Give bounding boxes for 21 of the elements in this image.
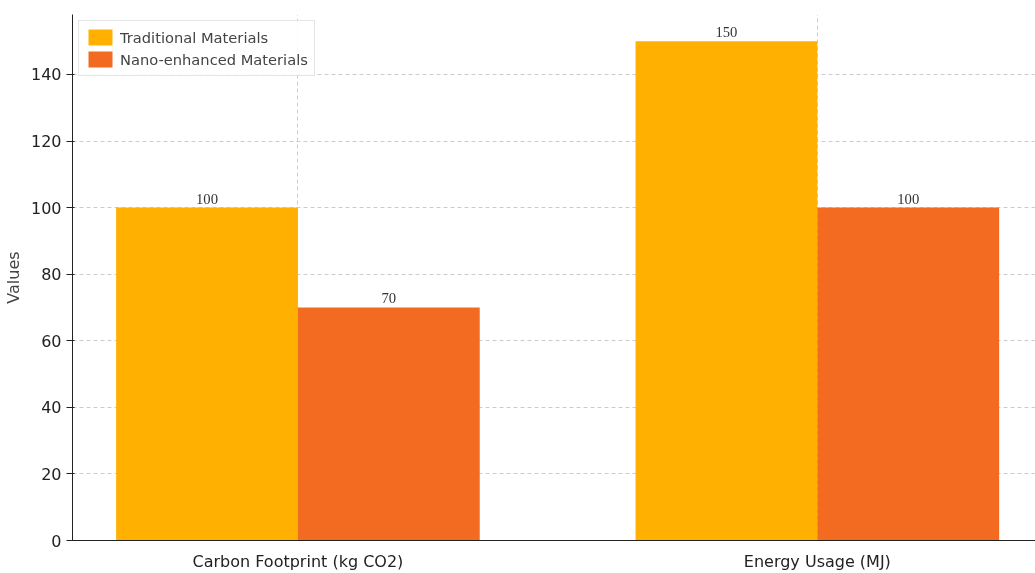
x-tick-label: Energy Usage (MJ) [743,551,891,571]
data-label: 150 [715,24,738,41]
data-label: 70 [381,290,397,307]
bar [635,41,818,541]
x-tick-label: Carbon Footprint (kg CO2) [192,551,404,571]
data-label: 100 [897,190,920,207]
bar [297,307,480,541]
y-tick-label: 0 [51,531,62,551]
legend-label: Nano-enhanced Materials [120,50,308,68]
y-tick-label: 40 [41,398,62,418]
y-axis-title: Values [3,251,23,304]
y-tick-label: 60 [41,331,62,351]
data-label: 100 [196,190,219,207]
bar [817,207,1000,541]
y-tick-label: 20 [41,464,62,484]
y-tick-label: 80 [41,265,62,285]
legend-label: Traditional Materials [120,28,269,46]
bar [116,207,298,541]
y-tick-label: 120 [30,132,62,152]
y-tick-label: 140 [30,65,62,85]
y-tick-label: 100 [30,198,62,218]
